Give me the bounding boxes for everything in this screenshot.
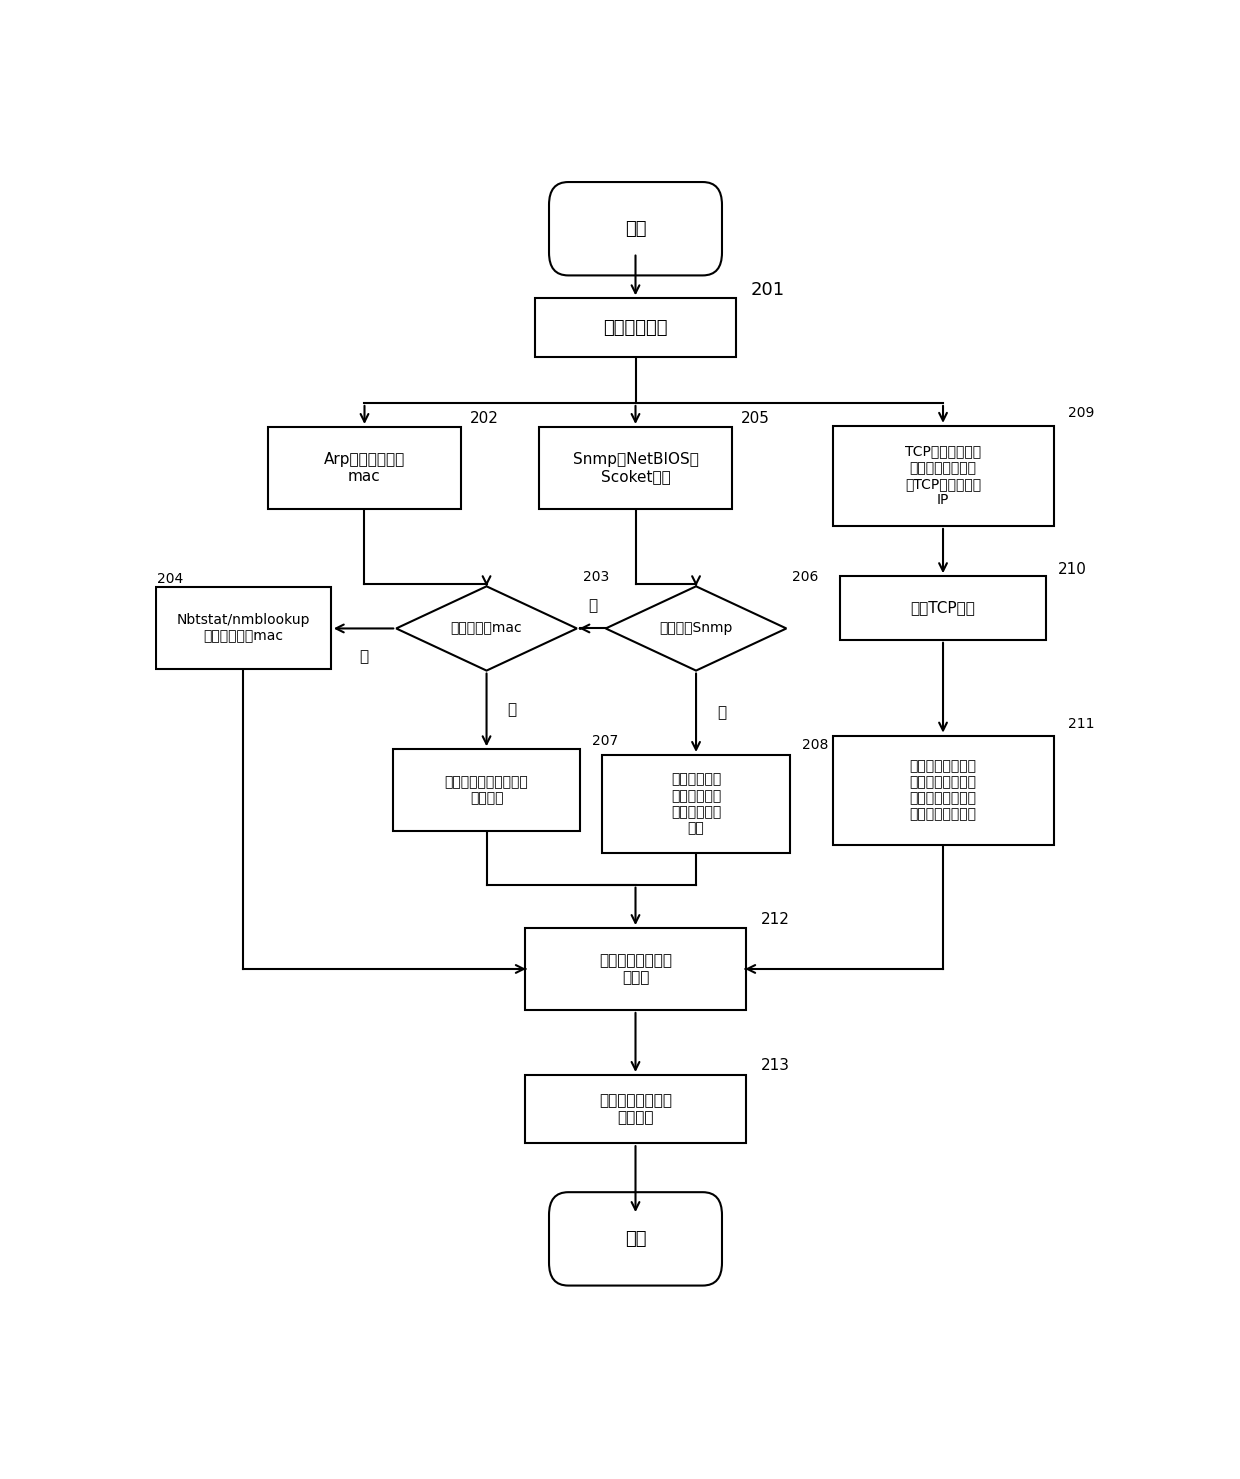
Text: 211: 211: [1068, 717, 1095, 731]
Bar: [534, 299, 737, 358]
Text: 206: 206: [792, 571, 818, 584]
Text: 212: 212: [760, 913, 790, 927]
Bar: [603, 754, 790, 853]
Text: 204: 204: [157, 572, 184, 587]
Text: TCP深度探测目标
设备，发送构造好
的TCP报文到目标
IP: TCP深度探测目标 设备，发送构造好 的TCP报文到目标 IP: [905, 445, 981, 507]
Bar: [525, 1075, 746, 1143]
FancyBboxPatch shape: [549, 182, 722, 275]
Text: 207: 207: [593, 734, 619, 748]
Text: 210: 210: [1058, 562, 1087, 577]
Bar: [525, 927, 746, 1010]
Text: 209: 209: [1068, 407, 1095, 420]
Bar: [832, 735, 1054, 845]
Text: 结束: 结束: [625, 1231, 646, 1248]
Bar: [539, 427, 732, 509]
Text: 是: 是: [507, 703, 517, 717]
Bar: [268, 427, 460, 509]
Text: 开始: 开始: [625, 220, 646, 238]
Polygon shape: [397, 586, 577, 670]
Text: 监听TCP回应: 监听TCP回应: [910, 600, 976, 615]
Bar: [156, 587, 331, 670]
Text: 提取关键信息并存
储数据库: 提取关键信息并存 储数据库: [599, 1093, 672, 1126]
Text: 是否开通Snmp: 是否开通Snmp: [660, 621, 733, 636]
Bar: [839, 577, 1047, 640]
Text: 获取目标设备名称，类
型等信息: 获取目标设备名称，类 型等信息: [445, 775, 528, 805]
Polygon shape: [605, 586, 786, 670]
Text: 202: 202: [470, 411, 498, 426]
Text: 检测指定端口
启用状态，获
取设备工作组
信息: 检测指定端口 启用状态，获 取设备工作组 信息: [671, 772, 722, 836]
Text: 205: 205: [742, 411, 770, 426]
Text: Arp协议获取设备
mac: Arp协议获取设备 mac: [324, 451, 405, 484]
Text: 201: 201: [751, 281, 785, 299]
Text: 213: 213: [760, 1059, 790, 1074]
Text: Nbtstat/nmblookup
获取目标设备mac: Nbtstat/nmblookup 获取目标设备mac: [176, 614, 310, 643]
Text: 208: 208: [802, 738, 828, 751]
Text: 综合并分析所获取
的信息: 综合并分析所获取 的信息: [599, 952, 672, 985]
Text: Snmp，NetBIOS，
Scoket检测: Snmp，NetBIOS， Scoket检测: [573, 451, 698, 484]
Bar: [393, 750, 580, 831]
Text: 否: 否: [717, 705, 727, 720]
FancyBboxPatch shape: [549, 1192, 722, 1285]
Text: 是: 是: [589, 598, 598, 614]
Text: 是否获取到mac: 是否获取到mac: [450, 621, 522, 636]
Text: 否: 否: [358, 649, 368, 664]
Bar: [832, 426, 1054, 527]
Text: 获取信息和指纹信
息库对比，确定设
备详细信息（操作
系统设备类型等）: 获取信息和指纹信 息库对比，确定设 备详细信息（操作 系统设备类型等）: [909, 759, 977, 821]
Text: 203: 203: [583, 571, 609, 584]
Text: 遍历设备列表: 遍历设备列表: [603, 319, 668, 337]
